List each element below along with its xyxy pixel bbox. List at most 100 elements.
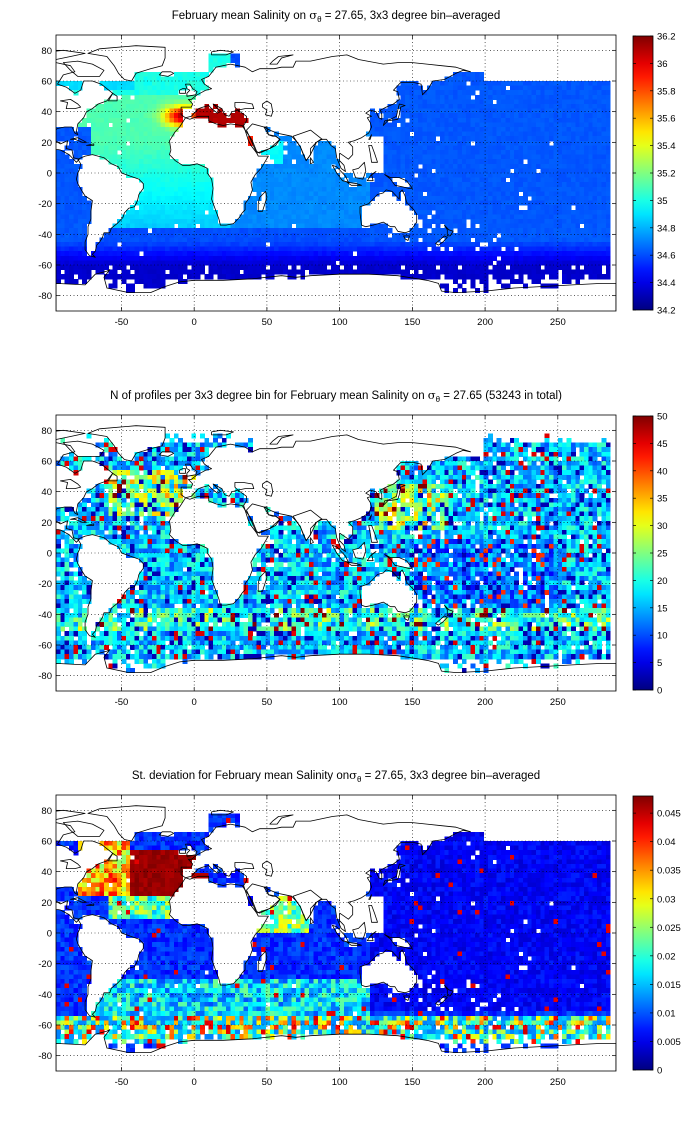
data-cell bbox=[278, 150, 284, 156]
data-cell bbox=[261, 246, 266, 252]
data-cell bbox=[409, 122, 415, 128]
data-cell bbox=[601, 131, 607, 137]
data-cell bbox=[69, 255, 74, 261]
data-cell bbox=[562, 131, 568, 137]
data-cell bbox=[296, 237, 301, 243]
data-cell bbox=[483, 182, 489, 188]
data-cell bbox=[505, 108, 511, 114]
data-cell bbox=[130, 205, 136, 211]
data-cell bbox=[605, 173, 611, 179]
data-cell bbox=[557, 108, 563, 114]
data-cell bbox=[191, 71, 197, 77]
data-cell bbox=[570, 219, 576, 225]
data-cell bbox=[492, 108, 498, 114]
data-cell bbox=[173, 479, 179, 485]
data-cell bbox=[370, 228, 376, 234]
data-cell bbox=[143, 145, 149, 151]
data-cell bbox=[575, 269, 581, 275]
data-cell bbox=[138, 90, 144, 96]
data-cell bbox=[117, 99, 122, 105]
data-cell bbox=[479, 196, 485, 202]
data-cell bbox=[474, 127, 480, 133]
data-cell bbox=[143, 140, 149, 146]
data-cell bbox=[173, 99, 179, 105]
data-cell bbox=[422, 150, 428, 156]
title-subscript: θ bbox=[317, 15, 322, 24]
data-cell bbox=[357, 265, 362, 271]
data-cell bbox=[252, 246, 258, 252]
data-cell bbox=[287, 150, 293, 156]
data-cell bbox=[326, 242, 332, 248]
data-cell bbox=[387, 242, 393, 248]
data-cell bbox=[322, 251, 328, 257]
data-cell bbox=[540, 182, 546, 188]
data-cell bbox=[431, 461, 437, 467]
data-cell bbox=[466, 163, 472, 169]
data-cell bbox=[125, 104, 131, 110]
data-cell bbox=[200, 81, 205, 87]
data-cell bbox=[426, 232, 432, 238]
data-cell bbox=[160, 255, 166, 261]
data-cell bbox=[448, 131, 454, 137]
data-cell bbox=[152, 265, 157, 271]
data-cell bbox=[217, 62, 223, 68]
data-cell bbox=[130, 461, 136, 467]
data-cell bbox=[282, 182, 288, 188]
data-cell bbox=[138, 159, 144, 165]
data-cell bbox=[570, 173, 576, 179]
data-cell bbox=[584, 150, 589, 156]
data-cell bbox=[348, 177, 354, 183]
data-cell bbox=[60, 260, 66, 266]
data-cell bbox=[466, 145, 472, 151]
data-cell bbox=[296, 209, 301, 215]
data-cell bbox=[64, 456, 70, 462]
data-cell bbox=[90, 260, 96, 266]
data-cell bbox=[579, 173, 585, 179]
data-cell bbox=[483, 265, 489, 271]
data-cell bbox=[522, 219, 528, 225]
data-cell bbox=[466, 108, 472, 114]
data-cell bbox=[195, 442, 201, 448]
data-cell bbox=[409, 484, 415, 490]
data-cell bbox=[588, 94, 594, 100]
coastline-borneo bbox=[352, 161, 367, 180]
data-cell bbox=[186, 81, 192, 87]
data-cell bbox=[557, 81, 563, 87]
data-cell bbox=[304, 246, 310, 252]
data-cell bbox=[466, 260, 472, 266]
data-cell bbox=[217, 232, 223, 238]
data-cell bbox=[160, 260, 166, 266]
data-cell bbox=[265, 150, 271, 156]
data-cell bbox=[409, 163, 415, 169]
data-cell bbox=[156, 200, 162, 206]
data-cell bbox=[152, 159, 157, 165]
data-cell bbox=[326, 232, 332, 238]
data-cell bbox=[466, 479, 472, 485]
data-cell bbox=[357, 200, 362, 206]
data-cell bbox=[488, 136, 493, 142]
data-cell bbox=[365, 191, 371, 197]
data-cell bbox=[466, 154, 472, 160]
data-cell bbox=[584, 154, 589, 160]
data-cell bbox=[169, 191, 175, 197]
data-cell bbox=[226, 274, 232, 280]
data-cell bbox=[431, 196, 437, 202]
data-cell bbox=[73, 131, 79, 137]
data-cell bbox=[488, 104, 493, 110]
data-cell bbox=[501, 177, 506, 183]
data-cell bbox=[440, 200, 445, 206]
data-cell bbox=[522, 456, 528, 462]
data-cell bbox=[540, 451, 546, 457]
data-cell bbox=[361, 200, 367, 206]
data-cell bbox=[597, 255, 602, 261]
data-cell bbox=[501, 145, 506, 151]
data-cell bbox=[584, 447, 589, 453]
data-cell bbox=[448, 81, 454, 87]
coastline-newfoundland bbox=[108, 92, 118, 102]
data-cell bbox=[213, 219, 218, 225]
data-cell bbox=[322, 186, 328, 192]
data-cell bbox=[169, 465, 175, 471]
data-cell bbox=[453, 154, 458, 160]
data-cell bbox=[575, 94, 581, 100]
data-cell bbox=[409, 108, 415, 114]
